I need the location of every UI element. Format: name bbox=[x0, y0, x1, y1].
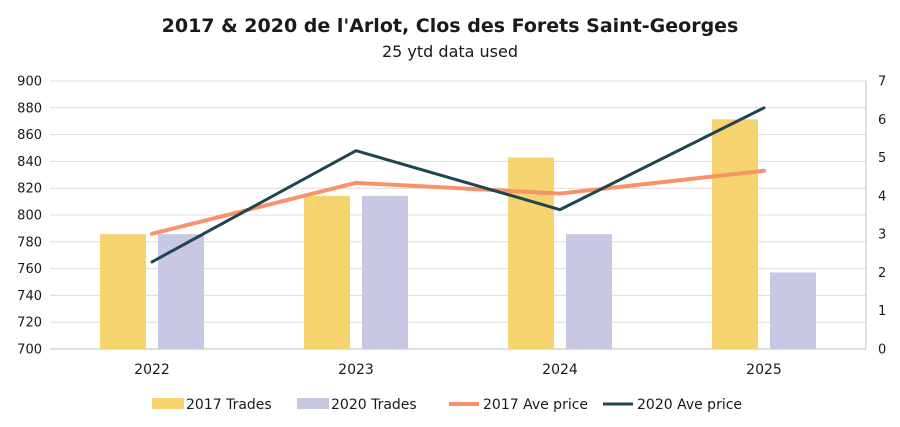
legend-label: 2020 Ave price bbox=[637, 397, 742, 413]
y-axis-left: 700 720 740 760 780 800 820 840 860 880 900 bbox=[17, 75, 42, 358]
y-right-tick-label: 5 bbox=[878, 151, 886, 166]
bar bbox=[100, 234, 146, 349]
legend-label: 2017 Trades bbox=[186, 397, 272, 413]
bar bbox=[508, 157, 554, 349]
legend: 2017 Trades 2020 Trades 2017 Ave price 2020… bbox=[152, 397, 742, 413]
y-left-tick-label: 720 bbox=[17, 316, 42, 331]
legend-label: 2020 Trades bbox=[331, 397, 417, 413]
chart-subtitle: 25 ytd data used bbox=[382, 42, 518, 61]
bar bbox=[770, 272, 816, 349]
y-right-tick-label: 6 bbox=[878, 113, 886, 128]
bar bbox=[566, 234, 612, 349]
bar bbox=[712, 119, 758, 350]
x-tick-label: 2022 bbox=[134, 362, 170, 378]
y-left-tick-label: 860 bbox=[17, 128, 42, 143]
y-right-tick-label: 7 bbox=[878, 75, 886, 90]
y-axis-right: 0 1 2 3 4 5 6 7 bbox=[865, 75, 886, 358]
x-tick-label: 2024 bbox=[542, 362, 578, 378]
y-left-tick-label: 760 bbox=[17, 262, 42, 277]
legend-swatch bbox=[152, 398, 184, 409]
y-left-tick-label: 820 bbox=[17, 182, 42, 197]
series-line bbox=[150, 168, 766, 236]
x-tick-label: 2025 bbox=[746, 362, 782, 378]
bar bbox=[158, 234, 204, 349]
y-right-tick-label: 2 bbox=[878, 266, 886, 281]
y-left-tick-label: 840 bbox=[17, 155, 42, 170]
y-right-tick-label: 4 bbox=[878, 189, 886, 204]
x-tick-label: 2023 bbox=[338, 362, 374, 378]
bars bbox=[100, 119, 816, 350]
legend-label: 2017 Ave price bbox=[483, 397, 588, 413]
lines bbox=[150, 106, 766, 264]
series-line bbox=[150, 106, 766, 264]
y-left-tick-label: 740 bbox=[17, 289, 42, 304]
y-left-tick-label: 700 bbox=[17, 343, 42, 358]
bar bbox=[304, 195, 350, 349]
chart-title: 2017 & 2020 de l'Arlot, Clos des Forets … bbox=[162, 15, 739, 37]
bar bbox=[362, 195, 408, 349]
x-axis: 2022 2023 2024 2025 bbox=[134, 362, 782, 378]
y-right-tick-label: 0 bbox=[878, 343, 886, 358]
y-left-tick-label: 880 bbox=[17, 101, 42, 116]
y-right-tick-label: 3 bbox=[878, 228, 886, 243]
y-left-tick-label: 900 bbox=[17, 75, 42, 90]
y-left-tick-label: 800 bbox=[17, 209, 42, 224]
legend-swatch bbox=[297, 398, 329, 409]
y-left-tick-label: 780 bbox=[17, 235, 42, 250]
y-right-tick-label: 1 bbox=[878, 304, 886, 319]
